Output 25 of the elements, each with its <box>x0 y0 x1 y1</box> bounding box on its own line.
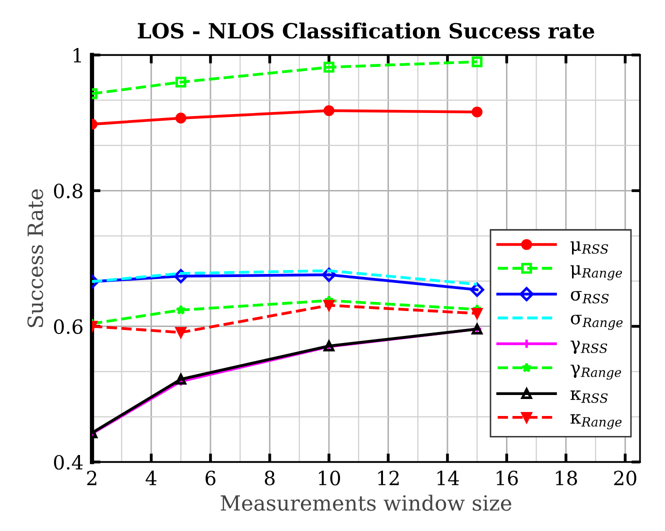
x-tick-label: 18 <box>556 470 578 486</box>
x-tick-label: 8 <box>264 470 275 486</box>
legend-label: κ$_{Range}$ <box>570 414 622 430</box>
x-tick-label: 12 <box>378 470 399 486</box>
legend-label: σ$_{RSS}$ <box>570 291 609 304</box>
y-tick-label: 1 <box>74 48 81 62</box>
y-axis-title: Success Rate <box>27 189 44 328</box>
y-tick-label: 0.6 <box>54 319 82 334</box>
legend-label: γ$_{RSS}$ <box>570 340 608 354</box>
x-tick-label: 16 <box>496 470 518 486</box>
x-tick-label: 6 <box>206 470 216 486</box>
x-tick-label: 20 <box>614 470 636 486</box>
x-tick-label: 10 <box>318 470 340 486</box>
x-tick-label: 4 <box>146 470 156 486</box>
legend-label: μ$_{Range}$ <box>570 265 622 280</box>
x-tick-label: 14 <box>437 470 459 486</box>
x-tick-label: 2 <box>87 470 96 486</box>
y-tick-label: 0.8 <box>54 184 82 198</box>
legend-label: μ$_{RSS}$ <box>570 241 608 255</box>
chart-title: LOS - NLOS Classification Success rate <box>138 22 594 39</box>
x-axis-title: Measurements window size <box>220 494 512 511</box>
y-tick-label: 0.4 <box>54 454 83 470</box>
legend-label: γ$_{Range}$ <box>570 364 622 380</box>
legend-label: σ$_{Range}$ <box>570 314 623 330</box>
legend-label: κ$_{RSS}$ <box>570 390 608 403</box>
